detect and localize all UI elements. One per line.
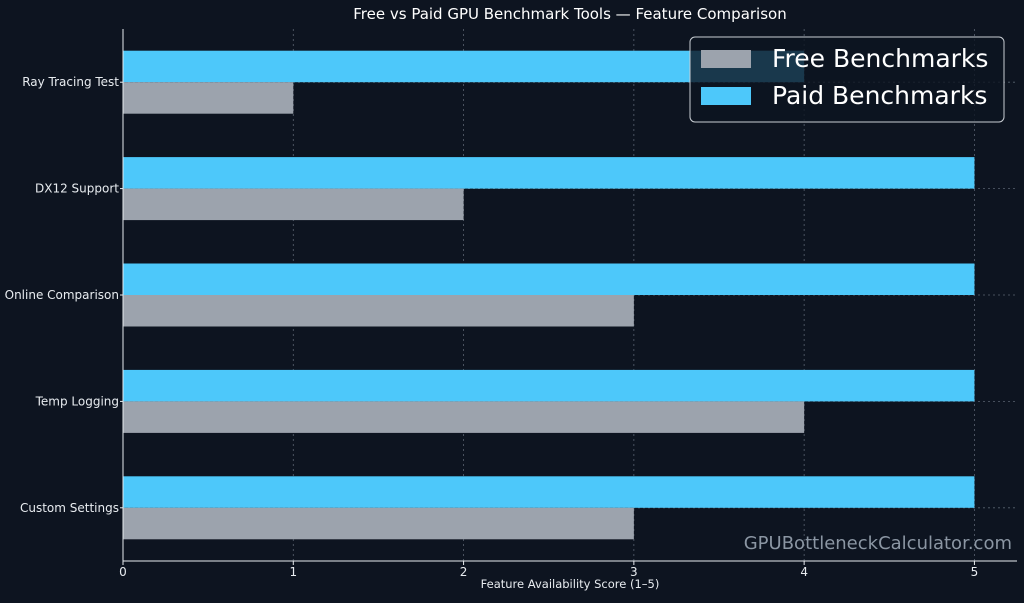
bar-paid — [123, 369, 975, 402]
category-label: Custom Settings — [20, 501, 119, 515]
legend-box — [689, 36, 1005, 123]
legend-swatch — [701, 50, 751, 68]
bar-free — [123, 507, 634, 540]
x-tick-label: 4 — [800, 565, 808, 579]
bar-free — [123, 82, 294, 114]
legend: Free Benchmarks Paid Benchmarks — [689, 36, 1005, 123]
bar-free — [123, 295, 634, 327]
bar-paid — [123, 263, 975, 295]
bar-paid — [123, 476, 975, 508]
x-tick-label: 3 — [630, 565, 638, 579]
bar-paid — [123, 157, 975, 189]
bars-layer — [123, 50, 975, 540]
category-label: Temp Logging — [35, 394, 119, 408]
axis-layer: Ray Tracing Test DX12 Support Online Compa… — [5, 29, 1017, 579]
chart-title: Free vs Paid GPU Benchmark Tools — Featu… — [353, 5, 786, 23]
legend-swatch — [701, 87, 751, 105]
x-tick-label: 0 — [119, 565, 127, 579]
legend-label: Paid Benchmarks — [772, 81, 987, 110]
legend-label: Free Benchmarks — [772, 44, 988, 73]
bar-free — [123, 401, 805, 433]
category-label: Online Comparison — [5, 288, 119, 302]
x-tick-label: 2 — [460, 565, 468, 579]
watermark: GPUBottleneckCalculator.com — [744, 533, 1012, 554]
category-label: Ray Tracing Test — [22, 75, 119, 89]
bar-free — [123, 188, 464, 221]
category-label: DX12 Support — [35, 182, 119, 196]
x-tick-label: 1 — [289, 565, 297, 579]
x-axis-label: Feature Availability Score (1–5) — [481, 577, 660, 591]
x-tick-label: 5 — [971, 565, 979, 579]
